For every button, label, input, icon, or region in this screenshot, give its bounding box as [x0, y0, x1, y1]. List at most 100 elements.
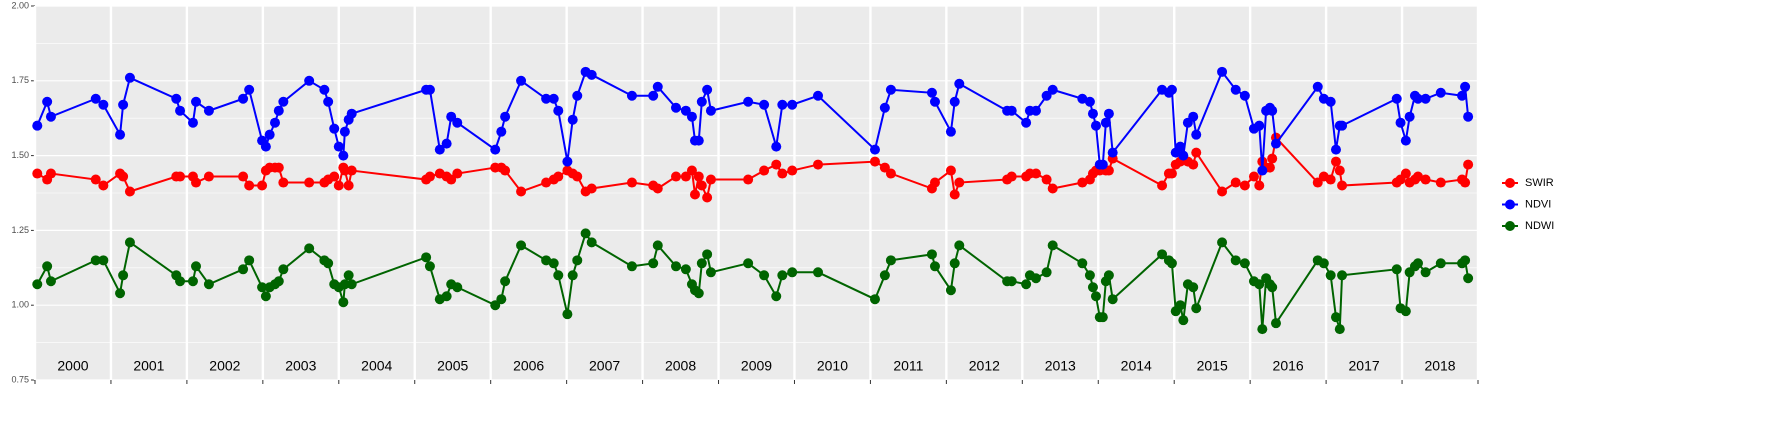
point [115, 129, 126, 140]
point [771, 291, 782, 302]
legend-swatch [1505, 199, 1515, 210]
point [949, 189, 960, 200]
point [273, 276, 284, 287]
year-label: 2009 [741, 358, 772, 374]
point [1166, 168, 1177, 179]
point [1077, 93, 1088, 104]
point [1264, 162, 1275, 173]
point [278, 177, 289, 188]
point [813, 267, 824, 278]
point [813, 159, 824, 170]
point [686, 111, 697, 122]
point [572, 255, 583, 266]
point [759, 270, 770, 281]
point [548, 93, 559, 104]
point [1420, 93, 1431, 104]
point [1254, 279, 1265, 290]
point [1267, 105, 1278, 116]
point [238, 264, 249, 275]
point [1413, 93, 1424, 104]
point [553, 171, 564, 182]
point [329, 171, 340, 182]
point [1325, 174, 1336, 185]
year-label: 2011 [893, 358, 923, 374]
point [434, 144, 445, 155]
point [652, 183, 663, 194]
point [705, 267, 716, 278]
point [945, 126, 956, 137]
point [1191, 303, 1202, 314]
point [696, 180, 707, 191]
point [1188, 111, 1199, 122]
point [1107, 294, 1118, 305]
point [1087, 282, 1098, 293]
point [949, 96, 960, 107]
point [191, 177, 202, 188]
point [1157, 180, 1168, 191]
point [686, 165, 697, 176]
point [32, 120, 43, 131]
point [45, 276, 56, 287]
point [693, 288, 704, 299]
point [771, 141, 782, 152]
point [541, 177, 552, 188]
point [500, 165, 511, 176]
point [98, 99, 109, 110]
legend-label: NDVI [1525, 198, 1551, 210]
point [567, 114, 578, 125]
point [490, 144, 501, 155]
y-tick-label: 1.25 [11, 225, 29, 235]
point [269, 117, 280, 128]
point [1391, 264, 1402, 275]
y-tick-label: 0.75 [11, 374, 29, 384]
point [346, 165, 357, 176]
point [323, 258, 334, 269]
point [1100, 117, 1111, 128]
point [424, 261, 435, 272]
point [562, 156, 573, 167]
point [339, 126, 350, 137]
point [516, 75, 527, 86]
point [1254, 120, 1265, 131]
point [553, 270, 564, 281]
point [926, 87, 937, 98]
point [1404, 111, 1415, 122]
point [257, 180, 268, 191]
point [1217, 66, 1228, 77]
point [124, 72, 135, 83]
point [203, 279, 214, 290]
point [548, 258, 559, 269]
year-label: 2004 [361, 358, 392, 374]
point [869, 156, 880, 167]
point [118, 171, 129, 182]
point [1178, 150, 1189, 161]
point [333, 180, 344, 191]
point [1021, 279, 1032, 290]
point [743, 258, 754, 269]
legend-swatch [1505, 178, 1515, 188]
point [813, 90, 824, 101]
point [343, 180, 354, 191]
point [1188, 282, 1199, 293]
point [1191, 129, 1202, 140]
point [879, 102, 890, 113]
legend-label: NDWI [1525, 220, 1554, 232]
point [244, 84, 255, 95]
point [304, 243, 315, 254]
point [1391, 93, 1402, 104]
point [1030, 273, 1041, 284]
point [319, 84, 330, 95]
year-label: 2016 [1273, 358, 1304, 374]
point [115, 288, 126, 299]
point [1420, 174, 1431, 185]
point [702, 192, 713, 203]
point [541, 255, 552, 266]
year-label: 2015 [1197, 358, 1228, 374]
point [1166, 258, 1177, 269]
point [1254, 180, 1265, 191]
point [346, 279, 357, 290]
point [203, 171, 214, 182]
point [586, 69, 597, 80]
point [567, 270, 578, 281]
